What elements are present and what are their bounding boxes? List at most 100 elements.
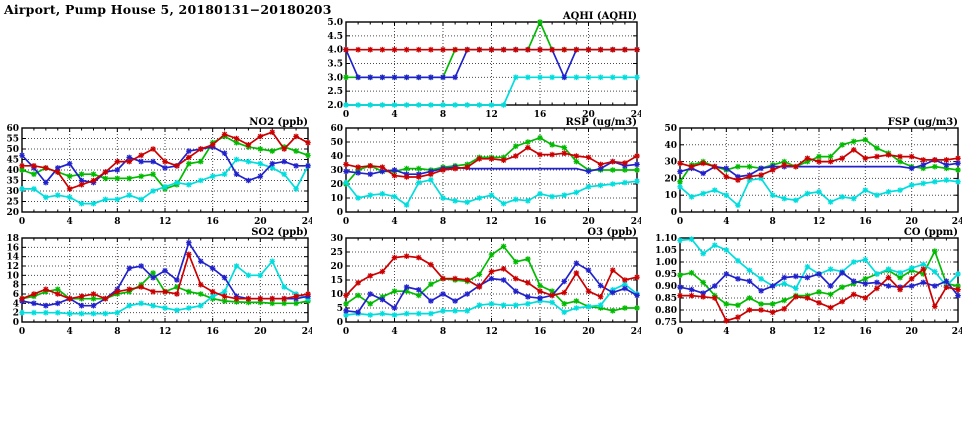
o3-ytick: 30 bbox=[330, 234, 343, 244]
aqhi-xtick: 20 bbox=[582, 110, 595, 120]
no2-ytick: 45 bbox=[6, 156, 19, 166]
no2-xtick: 24 bbox=[302, 217, 312, 227]
no2-ytick: 35 bbox=[6, 177, 19, 187]
o3-ytick: 15 bbox=[330, 276, 343, 286]
o3-plot: 0 5 10 15 20 25 30 0 4 8 12 16 20 24 O3 (ppb) bbox=[330, 227, 643, 337]
co-title: CO (ppm) bbox=[904, 227, 958, 238]
fsp-xtick: 0 bbox=[677, 217, 683, 227]
co-ytick: 0.95 bbox=[655, 270, 677, 280]
rsp-title: RSP (ug/m3) bbox=[566, 117, 637, 128]
so2-title: SO2 (ppb) bbox=[251, 227, 308, 238]
o3-xtick: 8 bbox=[440, 327, 446, 337]
no2-ytick: 20 bbox=[6, 208, 19, 218]
o3-xtick: 12 bbox=[485, 327, 498, 337]
aqhi-ytick: 4.0 bbox=[327, 46, 343, 56]
so2-ytick: 16 bbox=[6, 243, 19, 253]
chart-fsp: 0 10 20 30 40 50 0 4 8 12 16 20 24 FSP (ug/m3) bbox=[654, 116, 964, 232]
no2-xtick: 4 bbox=[67, 217, 73, 227]
no2-ytick: 30 bbox=[6, 187, 19, 197]
fsp-markers-cyan bbox=[677, 175, 961, 209]
rsp-ytick: 60 bbox=[330, 124, 343, 134]
no2-ytick: 40 bbox=[6, 166, 19, 176]
rsp-markers-cyan bbox=[343, 177, 640, 208]
co-ytick: 0.90 bbox=[655, 282, 677, 292]
fsp-xtick: 16 bbox=[859, 217, 872, 227]
so2-xtick: 12 bbox=[159, 327, 172, 337]
rsp-series-cyan bbox=[345, 178, 638, 207]
co-xtick: 24 bbox=[952, 327, 962, 337]
so2-xtick: 24 bbox=[302, 327, 312, 337]
no2-xtick: 20 bbox=[254, 217, 267, 227]
co-xtick: 12 bbox=[813, 327, 826, 337]
so2-ytick: 6 bbox=[13, 290, 19, 300]
no2-title: NO2 (ppb) bbox=[249, 117, 308, 128]
co-xtick: 20 bbox=[905, 327, 918, 337]
co-ytick: 0.80 bbox=[655, 306, 677, 316]
rsp-xtick: 12 bbox=[485, 217, 498, 227]
aqhi-ytick: 5.0 bbox=[327, 18, 343, 28]
o3-xtick: 4 bbox=[391, 327, 397, 337]
no2-ytick: 50 bbox=[6, 145, 19, 155]
aqhi-ytick: 2.5 bbox=[327, 87, 343, 97]
rsp-ytick: 20 bbox=[330, 180, 343, 190]
rsp-markers-red bbox=[343, 144, 640, 180]
rsp-xtick: 16 bbox=[534, 217, 547, 227]
rsp-ytick: 40 bbox=[330, 152, 343, 162]
rsp-xtick: 24 bbox=[631, 217, 641, 227]
fsp-title: FSP (ug/m3) bbox=[888, 117, 958, 128]
so2-ytick: 12 bbox=[6, 262, 19, 272]
rsp-ytick: 50 bbox=[330, 138, 343, 148]
co-plot: 0.75 0.80 0.85 0.90 0.95 1.00 1.05 1.10 0 4 8 12 16 2… bbox=[655, 227, 964, 337]
o3-xtick: 16 bbox=[534, 327, 547, 337]
so2-markers-red bbox=[19, 251, 311, 302]
o3-ytick: 25 bbox=[330, 248, 343, 258]
chart-o3: 0 5 10 15 20 25 30 0 4 8 12 16 20 24 O3 (ppb) bbox=[320, 226, 643, 342]
chart-rsp: 0 10 20 30 40 50 60 0 4 8 12 16 20 24 RSP (ug/m3) bbox=[320, 116, 643, 232]
rsp-ytick: 0 bbox=[337, 208, 343, 218]
fsp-xtick: 20 bbox=[905, 217, 918, 227]
fsp-markers-red bbox=[677, 147, 961, 183]
no2-xtick: 16 bbox=[206, 217, 219, 227]
so2-xtick: 8 bbox=[114, 327, 120, 337]
aqhi-markers-red bbox=[343, 46, 640, 53]
so2-ytick: 2 bbox=[13, 309, 19, 319]
no2-ytick: 55 bbox=[6, 135, 19, 145]
o3-title: O3 (ppb) bbox=[587, 227, 637, 238]
aqhi-xtick: 8 bbox=[440, 110, 446, 120]
co-xtick: 0 bbox=[677, 327, 683, 337]
o3-xtick: 0 bbox=[343, 327, 349, 337]
aqhi-ytick: 3.0 bbox=[327, 73, 343, 83]
so2-ytick: 8 bbox=[13, 281, 19, 291]
rsp-xtick: 4 bbox=[391, 217, 397, 227]
aqhi-title: AQHI (AQHI) bbox=[562, 11, 637, 22]
co-ytick: 0.85 bbox=[655, 294, 677, 304]
o3-xtick: 20 bbox=[582, 327, 595, 337]
so2-xtick: 4 bbox=[67, 327, 73, 337]
no2-ytick: 25 bbox=[6, 198, 19, 208]
so2-ytick: 0 bbox=[13, 318, 19, 328]
so2-markers-cyan bbox=[19, 258, 311, 317]
no2-xtick: 12 bbox=[159, 217, 172, 227]
o3-xtick: 24 bbox=[631, 327, 641, 337]
co-xtick: 16 bbox=[859, 327, 872, 337]
aqhi-ytick: 4.5 bbox=[327, 32, 343, 42]
fsp-ytick: 20 bbox=[664, 174, 677, 184]
aqhi-markers-cyan bbox=[343, 74, 640, 108]
fsp-ytick: 50 bbox=[664, 124, 677, 134]
chart-aqhi: 2.0 2.5 3.0 3.5 4.0 4.5 5.0 0 4 8 12 16 20 24 AQHI (AQ… bbox=[320, 10, 643, 125]
co-ytick: 1.10 bbox=[655, 234, 677, 244]
so2-xtick: 0 bbox=[19, 327, 25, 337]
chart-no2: 20 25 30 35 40 45 50 55 60 0 4 8 12 16 20 24 NO2 (ppb) bbox=[0, 116, 314, 232]
no2-markers-red bbox=[19, 129, 311, 192]
chart-co: 0.75 0.80 0.85 0.90 0.95 1.00 1.05 1.10 0 4 8 12 16 2… bbox=[654, 226, 964, 342]
so2-ytick: 10 bbox=[6, 271, 19, 281]
so2-ytick: 14 bbox=[6, 253, 19, 263]
rsp-plot: 0 10 20 30 40 50 60 0 4 8 12 16 20 24 RSP (ug/m3) bbox=[330, 117, 643, 227]
aqhi-xtick: 0 bbox=[343, 110, 349, 120]
fsp-xtick: 4 bbox=[723, 217, 729, 227]
fsp-plot: 0 10 20 30 40 50 0 4 8 12 16 20 24 FSP (ug/m3) bbox=[664, 117, 964, 227]
o3-ytick: 5 bbox=[337, 304, 343, 314]
aqhi-plot: 2.0 2.5 3.0 3.5 4.0 4.5 5.0 0 4 8 12 16 20 24 AQHI (AQ… bbox=[327, 11, 643, 120]
